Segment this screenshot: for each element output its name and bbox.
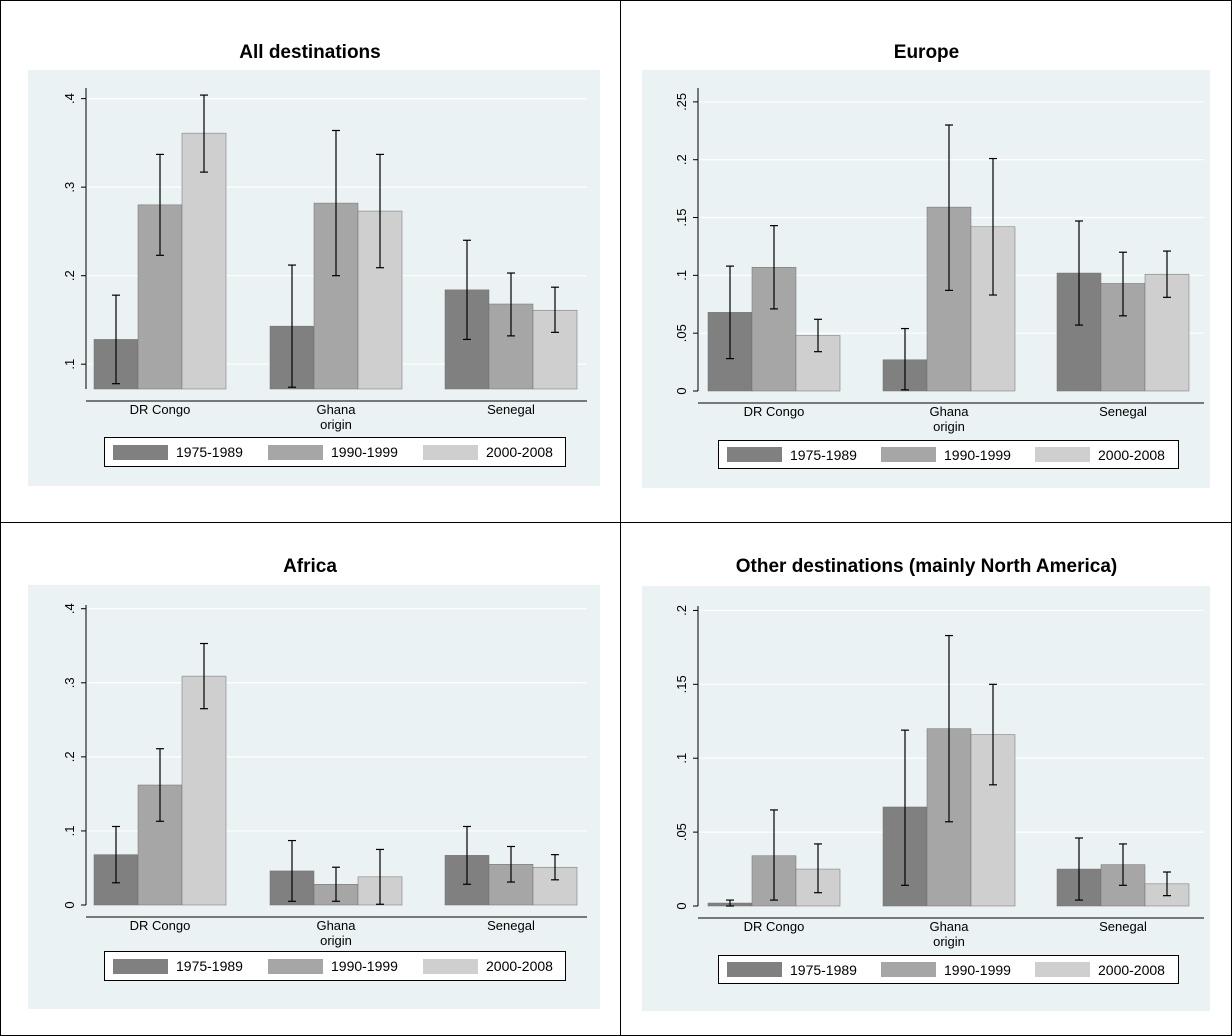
y-tick-label: .3: [62, 182, 77, 193]
legend-label: 1975-1989: [790, 961, 857, 978]
x-axis-title: origin: [933, 419, 965, 434]
x-category-label: Senegal: [1099, 404, 1147, 419]
legend-swatch: [727, 447, 782, 462]
legend-item-2000-2008: 2000-2008: [423, 438, 553, 466]
legend-label: 1975-1989: [176, 958, 243, 974]
y-tick-label: .1: [674, 270, 689, 281]
legend-item-1990-1999: 1990-1999: [268, 438, 398, 466]
x-category-label: DR Congo: [130, 402, 191, 417]
legend-label: 2000-2008: [486, 444, 553, 460]
x-category-label: Ghana: [929, 919, 969, 934]
legend: 1975-1989 1990-1999 2000-2008: [718, 440, 1179, 469]
y-tick-label: .15: [674, 675, 689, 693]
legend-label: 2000-2008: [486, 958, 553, 974]
plot-background: [642, 586, 1210, 1011]
panel-europe: Europe 0 .05 .1 .15 .2 .25 DR Congo Ghana Senega…: [621, 0, 1232, 522]
panel-title: All destinations: [239, 42, 381, 63]
legend-swatch: [1035, 447, 1090, 462]
legend-item-1990-1999: 1990-1999: [881, 956, 1011, 983]
legend-label: 1990-1999: [331, 444, 398, 460]
bar-chart-europe: 0 .05 .1 .15 .2 .25 DR Congo Ghana Senegal origin: [674, 88, 1204, 434]
legend: 1975-1989 1990-1999 2000-2008: [718, 955, 1179, 984]
legend-item-1990-1999: 1990-1999: [268, 952, 398, 980]
panel-title: Europe: [893, 42, 960, 63]
legend-item-1975-1989: 1975-1989: [113, 952, 243, 980]
y-tick-label: .4: [62, 93, 77, 104]
legend-swatch: [423, 444, 478, 460]
legend-label: 1990-1999: [944, 961, 1011, 978]
legend-label: 1990-1999: [331, 958, 398, 974]
panel-all-destinations: All destinations .1 .2 .3 .4 DR Congo Ghana Se…: [0, 0, 620, 522]
legend-item-2000-2008: 2000-2008: [423, 952, 553, 980]
x-category-label: Senegal: [487, 918, 535, 933]
bar-chart-other-destinations: 0 .05 .1 .15 .2 DR Congo Ghana Senegal origin: [674, 605, 1204, 949]
legend-item-1990-1999: 1990-1999: [881, 441, 1011, 468]
legend-swatch: [1035, 962, 1090, 977]
legend-item-1975-1989: 1975-1989: [113, 438, 243, 466]
x-axis-title: origin: [933, 934, 965, 949]
y-tick-label: .1: [62, 826, 77, 837]
legend-swatch: [268, 958, 323, 974]
y-tick-label: .05: [674, 823, 689, 841]
y-tick-label: 0: [674, 387, 689, 394]
legend-item-1975-1989: 1975-1989: [727, 956, 857, 983]
legend-label: 2000-2008: [1098, 446, 1165, 463]
y-tick-label: .25: [674, 93, 689, 111]
y-tick-label: .1: [62, 359, 77, 370]
y-tick-label: .2: [674, 605, 689, 616]
y-tick-label: .2: [674, 154, 689, 165]
legend-swatch: [113, 958, 168, 974]
legend-label: 1975-1989: [176, 444, 243, 460]
panel-africa: Africa 0 .1 .2 .3 .4 DR Congo Ghana Senegal orig…: [0, 523, 620, 1036]
panel-other-destinations: Other destinations (mainly North America…: [621, 523, 1232, 1036]
y-tick-label: .15: [674, 208, 689, 226]
x-category-label: DR Congo: [130, 918, 191, 933]
y-tick-label: .2: [62, 270, 77, 281]
bar-dr-congo-2000-2008: [181, 132, 227, 390]
y-tick-label: .4: [62, 603, 77, 614]
y-tick-label: .1: [674, 753, 689, 764]
legend: 1975-1989 1990-1999 2000-2008: [104, 437, 566, 467]
y-tick-label: 0: [62, 901, 77, 908]
panel-title: Other destinations (mainly North America…: [735, 556, 1118, 577]
plot-background: [28, 585, 600, 1009]
plot-background: [642, 70, 1210, 488]
legend-swatch: [113, 444, 168, 460]
legend-label: 2000-2008: [1098, 961, 1165, 978]
legend-swatch: [881, 962, 936, 977]
x-category-label: Ghana: [929, 404, 969, 419]
x-category-label: DR Congo: [744, 404, 805, 419]
legend-item-1975-1989: 1975-1989: [727, 441, 857, 468]
x-category-label: Senegal: [487, 402, 535, 417]
y-tick-label: .05: [674, 324, 689, 342]
legend-swatch: [423, 958, 478, 974]
x-category-label: Ghana: [316, 402, 356, 417]
x-axis-title: origin: [320, 417, 352, 432]
bar-chart-africa: 0 .1 .2 .3 .4 DR Congo Ghana Senegal origin: [62, 603, 587, 948]
x-category-label: Senegal: [1099, 919, 1147, 934]
legend-item-2000-2008: 2000-2008: [1035, 441, 1165, 468]
x-category-label: DR Congo: [744, 919, 805, 934]
y-tick-label: .2: [62, 751, 77, 762]
x-category-label: Ghana: [316, 918, 356, 933]
legend-label: 1975-1989: [790, 446, 857, 463]
legend-swatch: [268, 444, 323, 460]
bar-dr-congo-2000-2008: [181, 675, 227, 906]
y-tick-label: 0: [674, 902, 689, 909]
x-axis-title: origin: [320, 933, 352, 948]
legend-swatch: [727, 962, 782, 977]
legend-label: 1990-1999: [944, 446, 1011, 463]
legend-swatch: [881, 447, 936, 462]
panel-title: Africa: [283, 556, 337, 577]
legend: 1975-1989 1990-1999 2000-2008: [104, 951, 566, 981]
legend-item-2000-2008: 2000-2008: [1035, 956, 1165, 983]
y-tick-label: .3: [62, 677, 77, 688]
bar-chart-all-destinations: .1 .2 .3 .4 DR Congo Ghana Senegal origin: [62, 88, 587, 432]
